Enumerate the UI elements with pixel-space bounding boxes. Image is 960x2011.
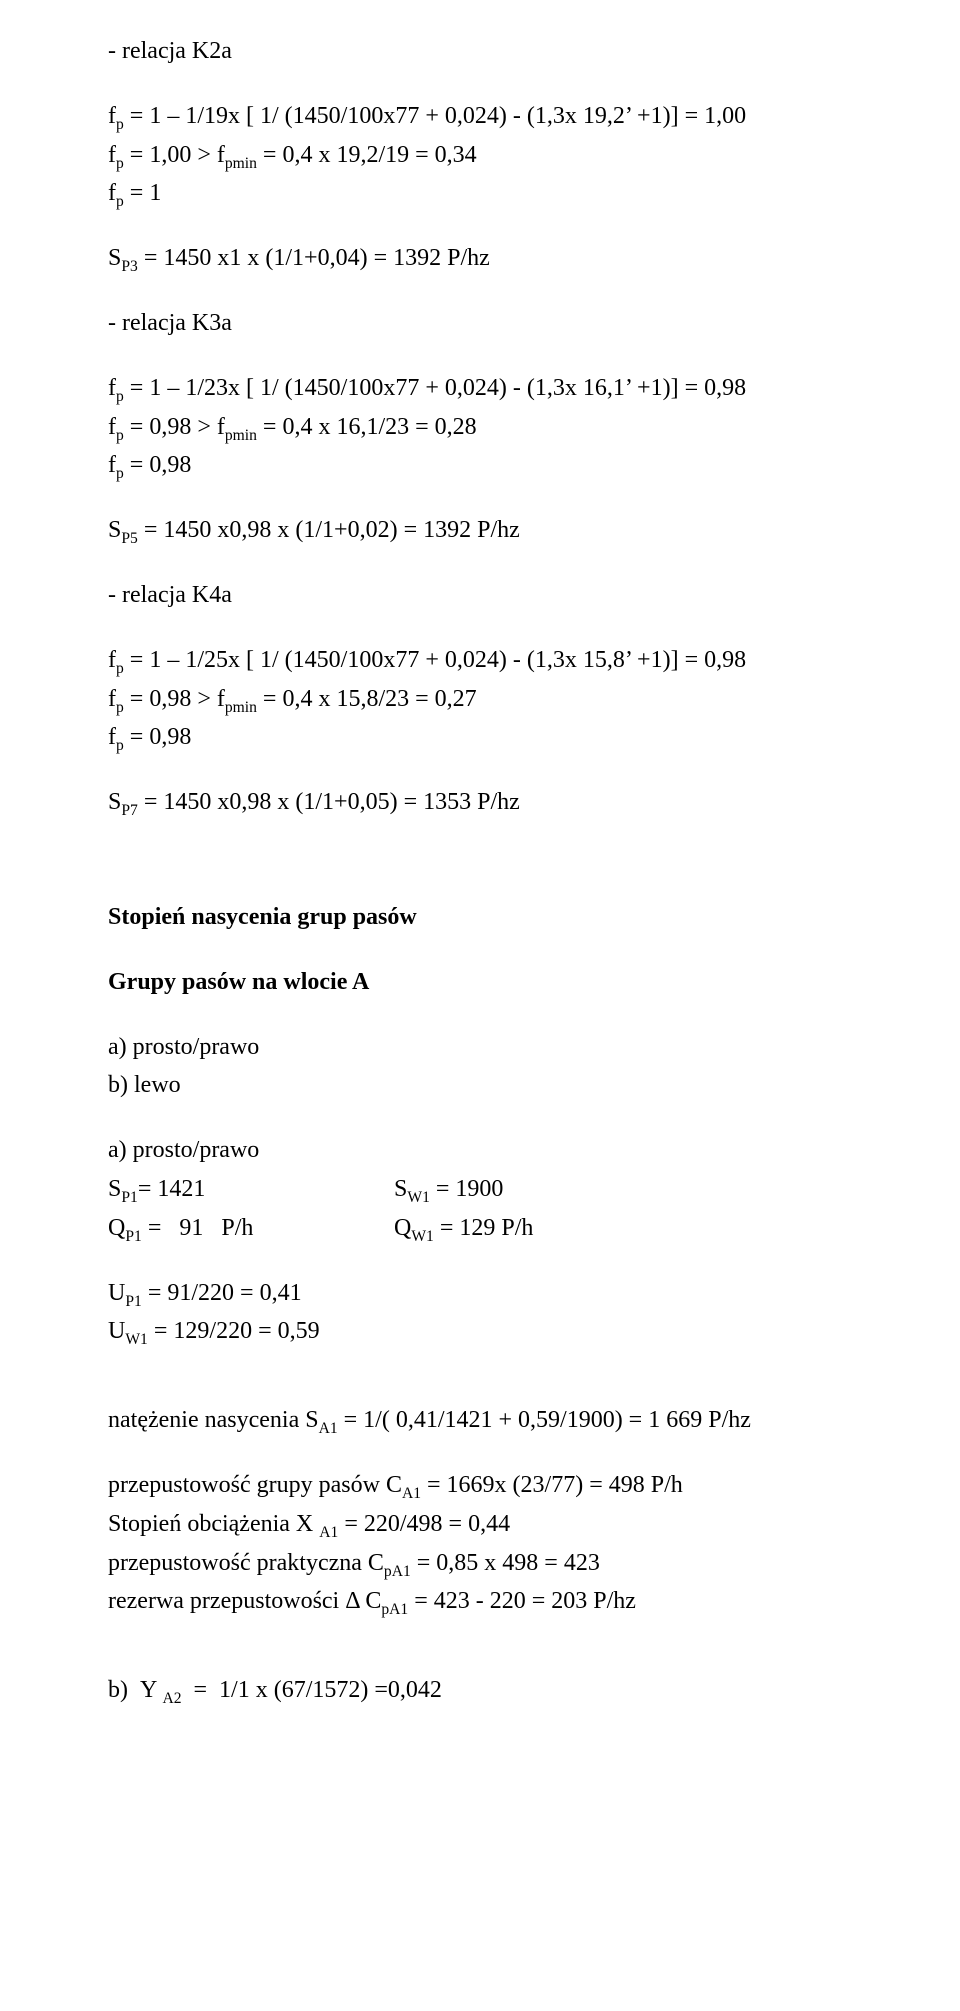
stopien-obciazenia-line: Stopień obciążenia X A1 = 220/498 = 0,44	[108, 1507, 852, 1542]
przepustowosc-praktyczna-line: przepustowość praktyczna CpA1 = 0,85 x 4…	[108, 1546, 852, 1581]
item-b: b) lewo	[108, 1068, 852, 1103]
natezenie-line: natężenie nasycenia SA1 = 1/( 0,41/1421 …	[108, 1403, 852, 1438]
up1-line: UP1 = 91/220 = 0,41	[108, 1276, 852, 1311]
heading-k4a: - relacja K4a	[108, 578, 852, 613]
przepustowosc-grupy-line: przepustowość grupy pasów CA1 = 1669x (2…	[108, 1468, 852, 1503]
item-a-repeat: a) prosto/prawo	[108, 1133, 852, 1168]
k2a-line2: fp = 1,00 > fpmin = 0,4 x 19,2/19 = 0,34	[108, 138, 852, 173]
k3a-line4: SP5 = 1450 x0,98 x (1/1+0,02) = 1392 P/h…	[108, 513, 852, 548]
heading-k3a: - relacja K3a	[108, 306, 852, 341]
rezerwa-line: rezerwa przepustowości Δ CpA1 = 423 - 22…	[108, 1584, 852, 1619]
row-qp-qw: QP1 = 91 P/h QW1 = 129 P/h	[108, 1211, 852, 1246]
uw1-line: UW1 = 129/220 = 0,59	[108, 1314, 852, 1349]
k4a-line4: SP7 = 1450 x0,98 x (1/1+0,05) = 1353 P/h…	[108, 785, 852, 820]
k4a-line1: fp = 1 – 1/25x [ 1/ (1450/100x77 + 0,024…	[108, 643, 852, 678]
k2a-line1: fp = 1 – 1/19x [ 1/ (1450/100x77 + 0,024…	[108, 99, 852, 134]
k4a-line2: fp = 0,98 > fpmin = 0,4 x 15,8/23 = 0,27	[108, 682, 852, 717]
row-sp-sw: SP1= 1421 SW1 = 1900	[108, 1172, 852, 1207]
y-b-line: b) Y A2 = 1/1 x (67/1572) =0,042	[108, 1673, 852, 1708]
k3a-line1: fp = 1 – 1/23x [ 1/ (1450/100x77 + 0,024…	[108, 371, 852, 406]
k2a-line4: SP3 = 1450 x1 x (1/1+0,04) = 1392 P/hz	[108, 241, 852, 276]
page: - relacja K2a fp = 1 – 1/19x [ 1/ (1450/…	[0, 0, 960, 2011]
k3a-line3: fp = 0,98	[108, 448, 852, 483]
heading-grupy-a: Grupy pasów na wlocie A	[108, 965, 852, 1000]
item-a: a) prosto/prawo	[108, 1030, 852, 1065]
k4a-line3: fp = 0,98	[108, 720, 852, 755]
k2a-line3: fp = 1	[108, 176, 852, 211]
k3a-line2: fp = 0,98 > fpmin = 0,4 x 16,1/23 = 0,28	[108, 410, 852, 445]
heading-stopien: Stopień nasycenia grup pasów	[108, 900, 852, 935]
heading-k2a: - relacja K2a	[108, 34, 852, 69]
